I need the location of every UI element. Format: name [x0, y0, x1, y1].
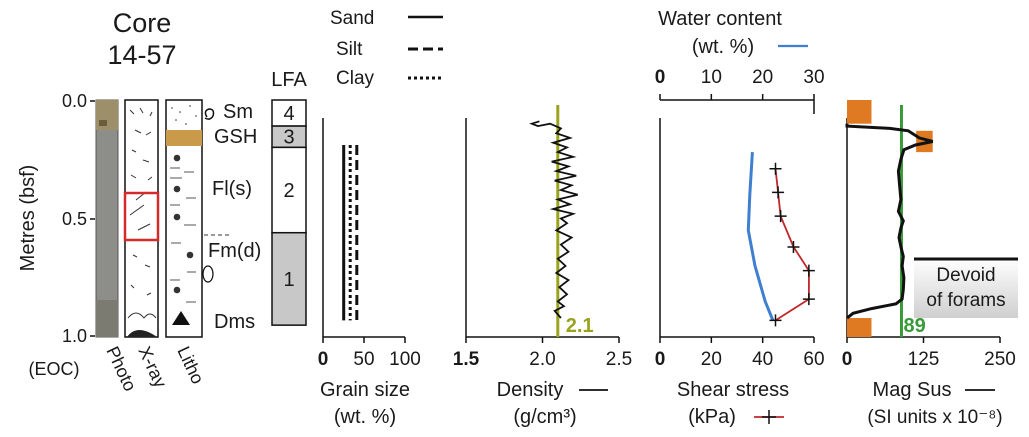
legend-sand-label: Sand	[330, 8, 374, 29]
water-label-1: Water content	[658, 8, 782, 30]
density-series-line	[529, 120, 578, 319]
lfa-unit-4	[271, 99, 307, 127]
xray-highlight-box	[123, 191, 160, 242]
eoc-label: (EOC)	[29, 359, 80, 379]
forams-band	[914, 258, 1018, 318]
density-panel: Density (g/cm³) 1.5 2.0 2.5 2.1	[453, 105, 632, 428]
shear-point-5	[802, 293, 815, 306]
litho-label: Litho	[173, 343, 208, 387]
forams-annotation-1: Devoid	[936, 265, 995, 286]
magsus-xtick-label-2: 250	[984, 349, 1016, 370]
shear-xtick-label-0: 0	[655, 349, 666, 370]
shear-point-3	[787, 240, 800, 253]
grain-xlabel-1: Grain size	[320, 379, 410, 401]
density-units: (g/cm³)	[513, 406, 576, 428]
density-xtick-label-1: 2.0	[529, 349, 555, 370]
shear-xtick-label-3: 60	[803, 349, 824, 370]
shear-point-1	[772, 186, 785, 199]
forams-annotation-2: of forams	[926, 290, 1005, 311]
facies-dms: Dms	[214, 311, 255, 333]
facies-fmd: Fm(d)	[208, 240, 261, 262]
depth-axis-label: Metres (bsf)	[17, 165, 39, 272]
forams-box-2	[847, 318, 872, 337]
magsus-xtick-label-0: 0	[842, 349, 853, 370]
shear-xlabel-2: (kPa)	[688, 406, 736, 428]
legend-silt-label: Silt	[336, 39, 363, 60]
lfa-unit-label-3: 3	[283, 127, 294, 149]
depth-tick-0: 0.0	[62, 91, 87, 111]
density-reference-label: 2.1	[566, 315, 594, 337]
lfa-unit-2	[271, 146, 307, 234]
facies-sm: Sm	[223, 101, 253, 123]
magsus-xtick-label-1: 125	[908, 349, 940, 370]
water-shear-panel: Water content (wt. %) Shear stress (kPa)…	[655, 8, 825, 428]
depth-tick-05: 0.5	[62, 209, 87, 229]
grain-legend: Sand Silt Clay	[330, 8, 443, 89]
core-title-line2: 14-57	[107, 40, 176, 70]
core-xray	[123, 99, 160, 338]
shell-icon	[204, 108, 215, 120]
grain-xlabel-2: (wt. %)	[334, 406, 396, 428]
shear-xtick-label-1: 20	[701, 349, 722, 370]
lfa-unit-label-1: 1	[283, 269, 294, 291]
shear-legend-marker	[762, 410, 776, 424]
depth-tick-1: 1.0	[62, 326, 87, 346]
grain-xtick-label-2: 100	[389, 349, 421, 370]
lfa-unit-1	[271, 231, 307, 326]
grain-size-panel: Grain size (wt. %) 0 50 100	[318, 118, 421, 428]
water-label-2: (wt. %)	[692, 36, 754, 58]
forams-box-1	[916, 130, 933, 153]
water-top-tick-label-1: 10	[701, 67, 722, 88]
forams-box-0	[847, 100, 872, 124]
mag-sus-panel: Mag Sus (SI units x 10⁻⁸) Devoid of foram…	[842, 100, 1018, 428]
core-title-line1: Core	[113, 8, 172, 38]
legend-clay-label: Clay	[336, 68, 375, 89]
density-xlabel: Density	[497, 379, 564, 401]
shear-point-0	[769, 162, 782, 175]
shear-point-2	[774, 210, 787, 223]
core-photo	[95, 99, 119, 338]
water-top-tick-label-3: 30	[803, 67, 824, 88]
water-top-tick-label-2: 20	[752, 67, 773, 88]
magsus-xlabel: Mag Sus	[873, 379, 952, 401]
density-xtick-label-0: 1.5	[453, 349, 480, 370]
grain-xtick-label-0: 0	[318, 349, 329, 370]
magsus-units: (SI units x 10⁻⁸)	[867, 407, 1002, 428]
shear-xtick-label-2: 40	[752, 349, 773, 370]
shear-series-line	[774, 168, 810, 322]
facies-gsh: GSH	[214, 126, 257, 148]
shear-xlabel-1: Shear stress	[677, 379, 789, 401]
facies-fls: Fl(s)	[212, 178, 252, 200]
lfa-unit-label-2: 2	[283, 180, 294, 202]
magsus-reference-label: 89	[903, 315, 925, 337]
density-xtick-label-2: 2.5	[606, 349, 632, 370]
magsus-series-line	[845, 123, 934, 320]
core-litho	[165, 99, 203, 338]
shear-point-6	[769, 314, 782, 327]
lfa-column: 43 2 1	[271, 99, 307, 326]
shear-point-4	[802, 264, 815, 277]
water-series-line	[746, 152, 775, 321]
burrow-icon	[202, 265, 214, 283]
water-top-tick-label-0: 0	[655, 67, 666, 88]
lfa-unit-label-4: 4	[283, 103, 294, 125]
grain-xtick-label-1: 50	[353, 349, 374, 370]
lfa-label: LFA	[271, 69, 307, 91]
